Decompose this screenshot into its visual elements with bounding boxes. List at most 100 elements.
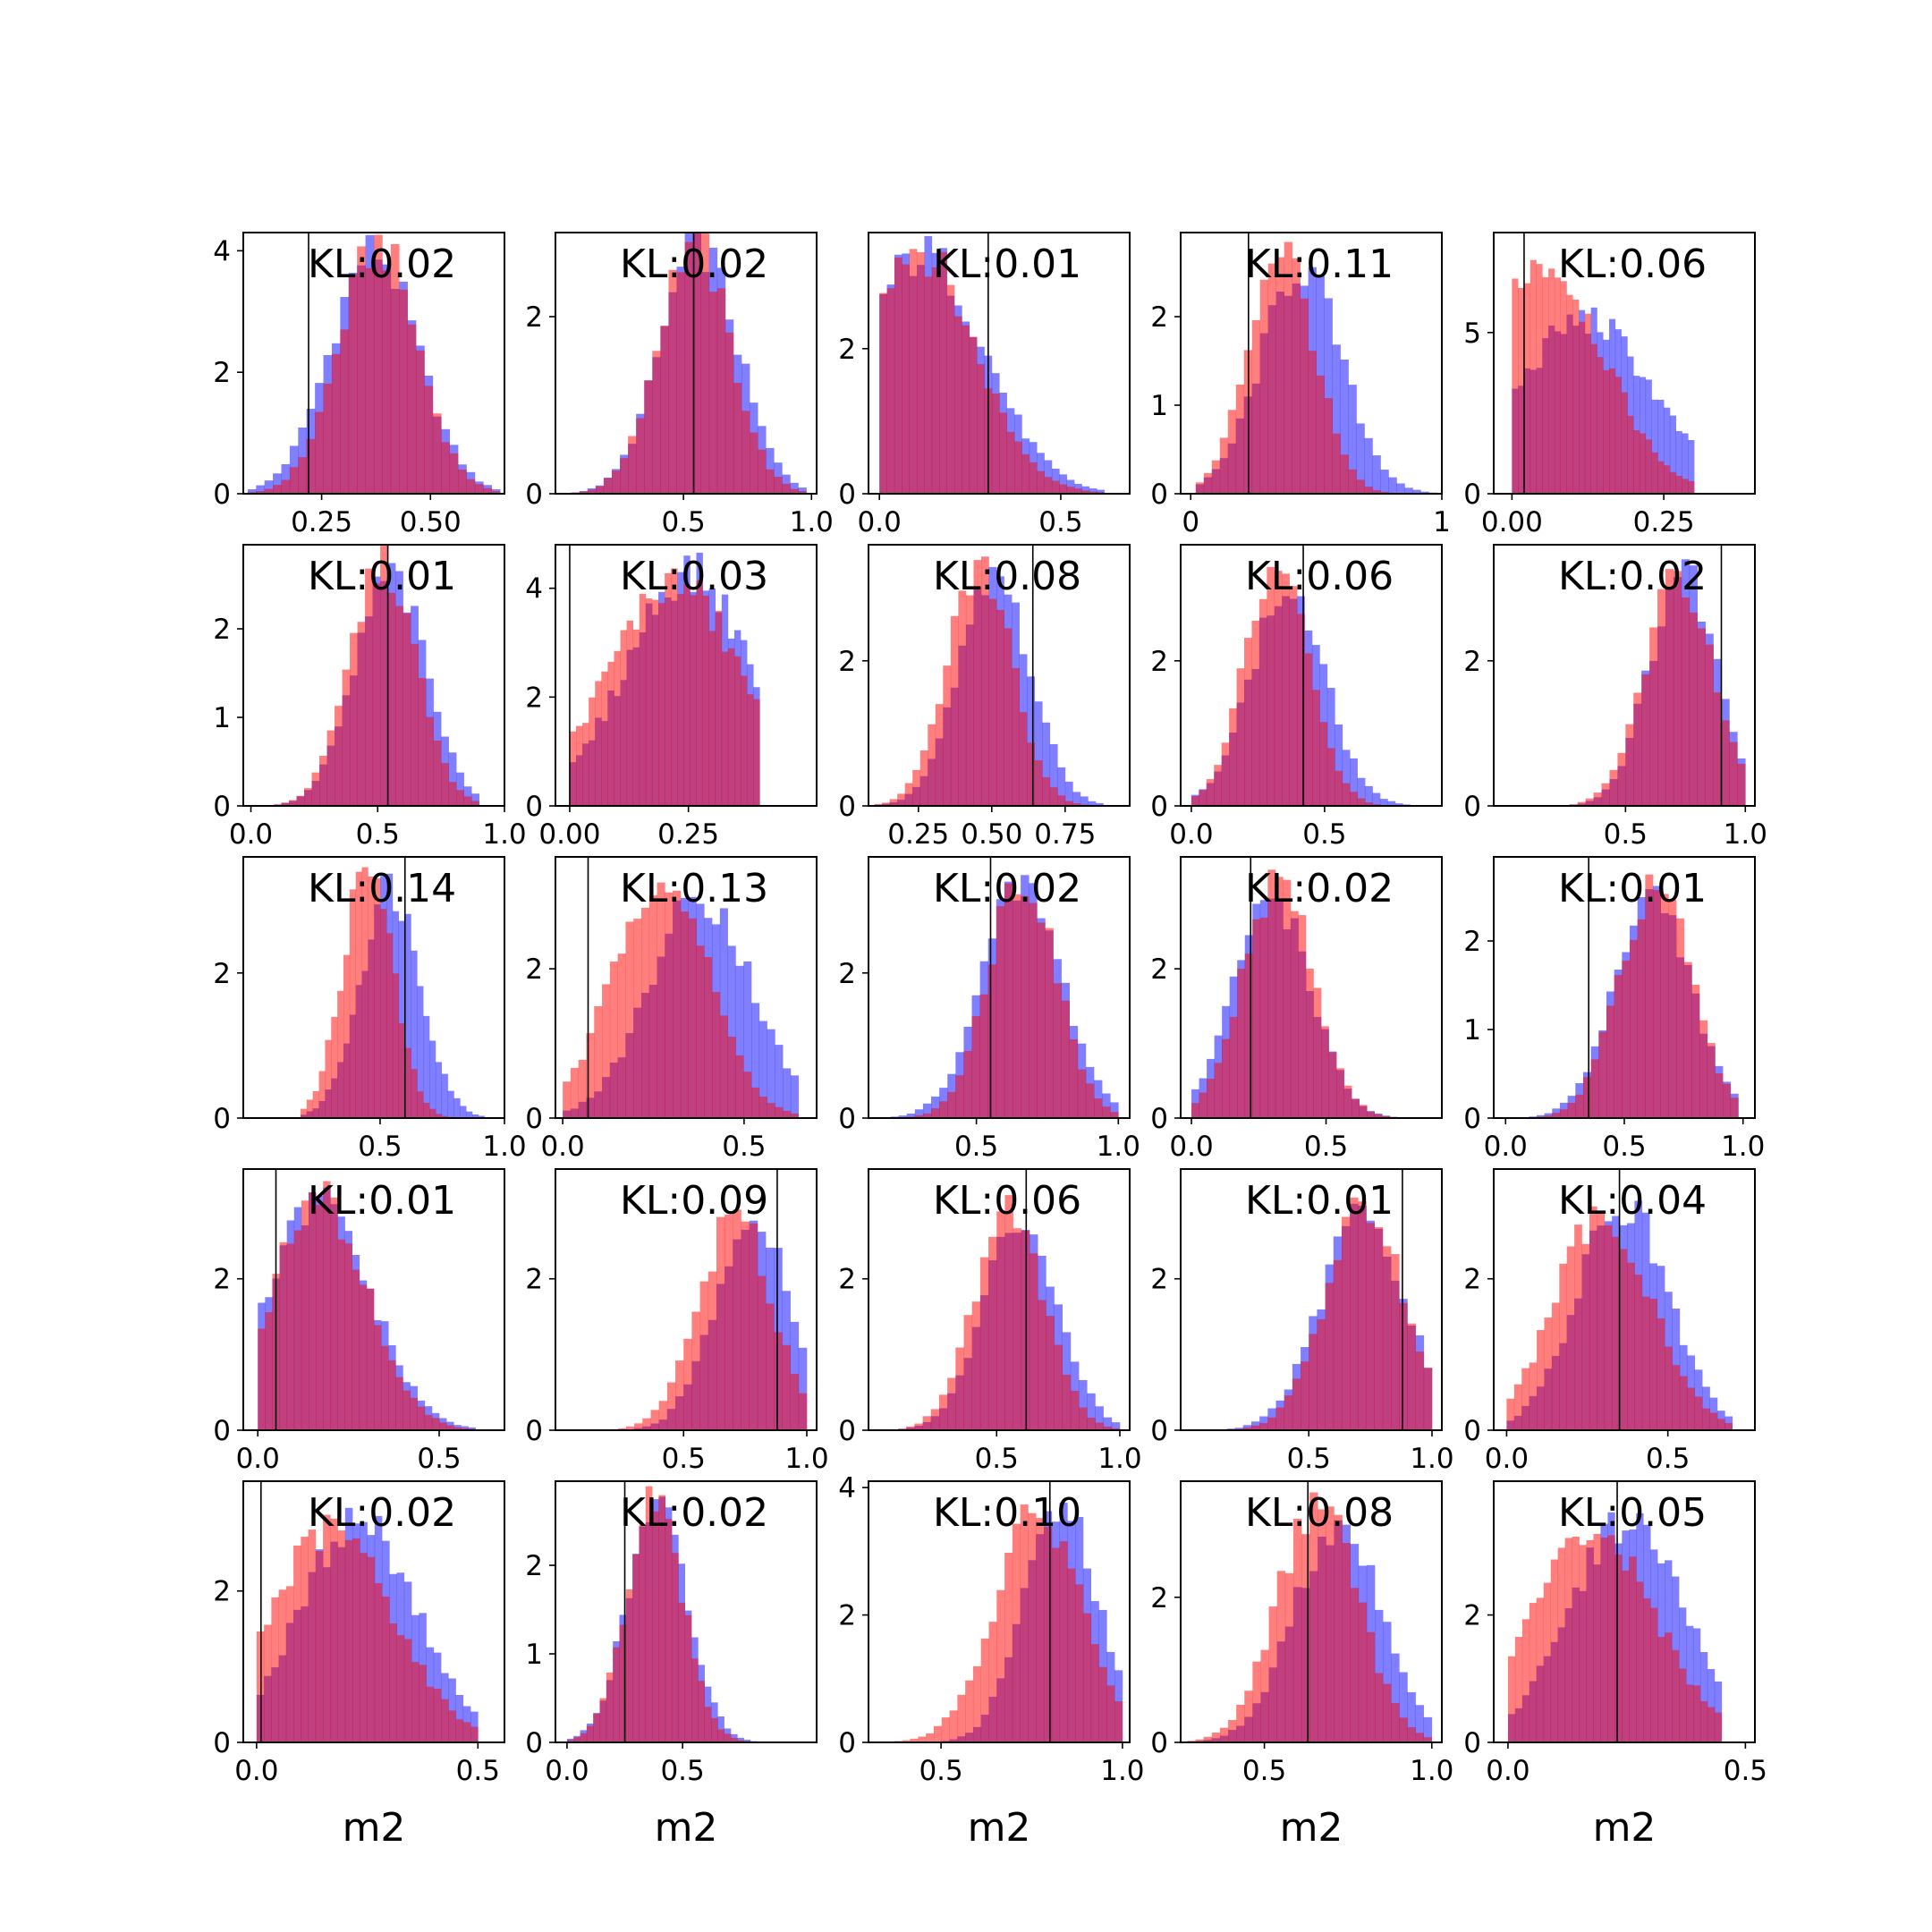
kl-annotation: KL:0.05	[1558, 1490, 1707, 1536]
red-bar	[374, 234, 383, 494]
red-bar	[658, 1401, 668, 1430]
red-bar	[1059, 484, 1068, 494]
red-bar	[1061, 1000, 1071, 1118]
red-bar	[563, 1081, 572, 1118]
axes-frame	[1180, 544, 1443, 807]
red-bar	[424, 1414, 433, 1430]
red-bar	[323, 383, 333, 494]
red-bar	[441, 1115, 448, 1118]
red-bar	[1694, 1396, 1703, 1430]
red-bar	[741, 1221, 750, 1430]
red-bar	[1415, 1352, 1425, 1430]
red-bar	[396, 1635, 405, 1742]
red-bar	[293, 1545, 301, 1742]
red-bar	[1557, 1547, 1565, 1742]
red-bar	[1365, 802, 1373, 806]
red-bar	[1548, 268, 1555, 494]
red-bar	[431, 1418, 440, 1430]
red-bar	[716, 288, 726, 494]
blue-bar	[1072, 792, 1081, 806]
red-bar	[1079, 1407, 1088, 1430]
y-tick-label: 2	[1150, 301, 1168, 334]
red-bar	[380, 909, 387, 1118]
red-bar	[1300, 298, 1309, 494]
red-bar	[1252, 1661, 1261, 1742]
red-bar	[1283, 879, 1292, 1118]
red-bar	[337, 1530, 346, 1742]
red-bar	[399, 289, 408, 494]
red-bar	[344, 1539, 353, 1742]
red-bar	[1675, 476, 1682, 494]
red-bar	[684, 242, 693, 494]
red-bar	[917, 251, 925, 494]
y-tick-label: 0	[525, 1727, 543, 1759]
red-bar	[1219, 1727, 1229, 1742]
y-tick-label: 1	[213, 702, 231, 734]
red-bar	[319, 756, 327, 806]
red-bar	[712, 991, 721, 1118]
subplot-5-3: 0 2 4 0.5 1.0 KL:0.10 m2	[838, 1472, 1144, 1851]
x-axis-label: m2	[968, 1805, 1031, 1851]
red-bar	[1082, 1613, 1092, 1742]
red-bar	[374, 1583, 383, 1742]
y-tick-label: 1	[1150, 390, 1168, 422]
red-bar	[774, 1332, 783, 1430]
axes-frame	[868, 1480, 1131, 1743]
red-bar	[971, 1016, 980, 1118]
red-bar	[696, 580, 703, 806]
y-tick-label: 0	[213, 1727, 231, 1759]
x-tick-label: 0.5	[919, 1755, 962, 1787]
blue-bar	[1699, 1652, 1708, 1742]
axes-frame	[1180, 1168, 1443, 1431]
red-bar	[429, 1108, 436, 1118]
blue-bar	[1688, 439, 1695, 494]
red-bar	[1289, 586, 1298, 806]
red-bar	[453, 1427, 462, 1430]
red-bar	[698, 1681, 705, 1742]
red-bar	[416, 350, 425, 494]
red-bar	[1259, 1422, 1268, 1430]
blue-bar	[898, 1115, 908, 1118]
blue-bar	[448, 1678, 456, 1742]
red-bar	[665, 892, 674, 1118]
red-bar	[350, 632, 358, 806]
red-bar	[335, 706, 343, 806]
axes-frame	[242, 544, 505, 807]
red-bar	[1407, 1323, 1416, 1430]
red-bar	[1267, 263, 1276, 494]
blue-bar	[1102, 1093, 1111, 1118]
red-bar	[611, 470, 621, 494]
blue-bar	[1388, 477, 1397, 494]
red-bar	[969, 336, 978, 494]
red-bar	[1199, 790, 1208, 806]
red-bar	[1407, 1727, 1416, 1742]
red-bar	[264, 488, 274, 494]
x-tick-label: 1.0	[784, 1443, 828, 1475]
red-bar	[1235, 384, 1245, 494]
axes-frame	[1493, 1480, 1756, 1743]
red-bar	[435, 1114, 443, 1118]
red-bar	[1399, 1302, 1408, 1430]
red-bar	[1095, 1422, 1104, 1430]
y-tick-label: 1	[525, 1639, 543, 1671]
red-bar	[1716, 1419, 1725, 1430]
red-bar	[325, 1039, 332, 1118]
red-bar	[1222, 1038, 1230, 1118]
red-bar	[1657, 589, 1666, 806]
red-bar	[1227, 410, 1237, 494]
red-bar	[386, 933, 394, 1118]
y-tick-label: 2	[213, 1576, 231, 1608]
red-bar	[727, 648, 735, 806]
subplot-2-1: 0 1 2 0.0 0.5 1.0 KL:0.01	[213, 544, 527, 851]
red-bar	[1333, 1259, 1343, 1430]
red-bar	[620, 458, 629, 494]
red-bar	[922, 1113, 932, 1118]
blue-bar	[472, 1114, 479, 1118]
kl-annotation: KL:0.03	[620, 554, 768, 599]
red-bar	[632, 629, 640, 806]
red-bar	[939, 1101, 948, 1118]
red-bar	[980, 1638, 989, 1742]
red-bar	[395, 606, 403, 806]
red-bar	[357, 622, 366, 806]
red-bar	[606, 1672, 614, 1742]
